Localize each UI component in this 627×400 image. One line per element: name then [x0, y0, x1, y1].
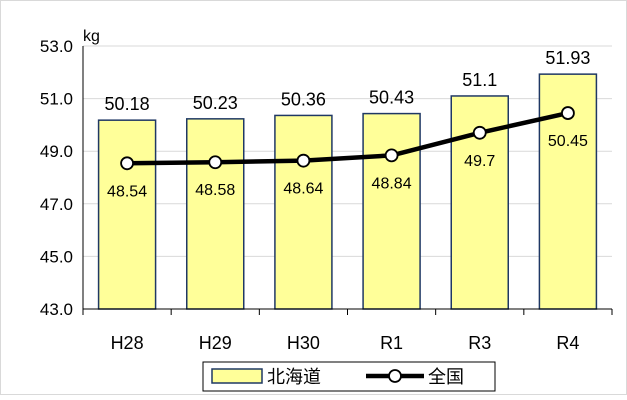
y-tick-label: 49.0: [40, 142, 73, 161]
bar-value-label: 51.93: [545, 48, 590, 68]
axes: 43.0 45.0 47.0 49.0 51.0 53.0 H28 H29 H30 R1 R3 R4: [40, 37, 613, 353]
legend-label-hokkaido: 北海道: [267, 367, 321, 387]
line-point: [472, 125, 487, 140]
bar-value-label: 50.18: [105, 94, 150, 114]
y-tick-label: 47.0: [40, 195, 73, 214]
bars: [97, 73, 598, 310]
bar: [450, 95, 509, 310]
line-series: [120, 106, 575, 171]
bar: [362, 112, 421, 310]
data-labels: 50.18 50.23 50.36 50.43 51.1 51.93 48.54 48.58 4…: [105, 48, 591, 200]
legend-label-national: 全国: [428, 367, 464, 387]
x-tick-label: H28: [111, 333, 144, 353]
bar: [186, 118, 245, 310]
legend-swatch-bar: [211, 368, 263, 384]
bar-value-label: 50.36: [281, 89, 326, 109]
line-value-label: 48.58: [195, 182, 235, 199]
line-point: [120, 156, 134, 171]
y-tick-label: 51.0: [40, 90, 73, 109]
line-path: [127, 110, 569, 166]
grid: [83, 45, 612, 257]
bar: [97, 119, 157, 310]
line-point: [561, 106, 575, 120]
bar-value-label: 50.23: [193, 93, 238, 113]
x-tick-label: R1: [380, 333, 403, 353]
y-tick-label: 53.0: [40, 37, 73, 56]
x-tick-label: R4: [556, 333, 579, 353]
line-value-label: 48.64: [283, 181, 323, 198]
line-value-label: 50.45: [548, 133, 588, 150]
line-value-label: 48.54: [107, 183, 147, 200]
bar-value-label: 50.43: [369, 88, 414, 108]
legend: 北海道 全国: [202, 361, 496, 392]
x-tick-label: H30: [287, 333, 320, 353]
x-tick-label: R3: [468, 333, 491, 353]
y-tick-label: 45.0: [40, 247, 73, 266]
line-value-label: 48.84: [372, 175, 412, 192]
line-value-label: 49.7: [464, 153, 495, 170]
unit-label: kg: [83, 28, 100, 45]
x-tick-label: H29: [199, 333, 232, 353]
y-tick-label: 43.0: [40, 300, 73, 319]
legend-swatch-marker: [388, 369, 402, 383]
line-point: [208, 155, 223, 170]
bar-value-label: 51.1: [462, 70, 497, 90]
line-point: [296, 153, 311, 168]
line-point: [384, 148, 399, 163]
bar: [274, 114, 333, 310]
